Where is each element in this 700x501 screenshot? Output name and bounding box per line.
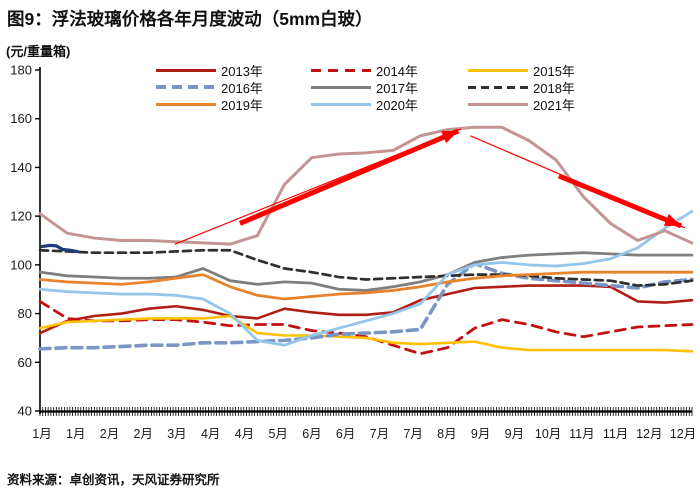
legend-item-2015年: 2015年 (468, 62, 575, 79)
up-arrow (238, 128, 460, 226)
legend-swatch-2018年 (468, 85, 528, 89)
legend-item-2013年: 2013年 (156, 62, 263, 79)
legend-swatch-2015年 (468, 68, 528, 72)
x-tick-label: 4月 (201, 427, 220, 441)
price-line-chart: 40 60 80 100 120 140 160 180 1月 1月 2月 2月 3月 4月 4月 5月 6月 6… (10, 63, 696, 442)
x-tick-label: 4月 (235, 427, 254, 441)
y-axis-unit-label: (元/重量箱) (6, 44, 71, 59)
legend-label-2016年: 2016年 (221, 80, 263, 96)
series-line-2019年 (38, 270, 694, 301)
series-line-2018年 (38, 248, 694, 287)
legend-label-2021年: 2021年 (533, 97, 575, 113)
x-tick-label: 7月 (370, 427, 389, 441)
series-line-2013年 (38, 284, 694, 335)
y-tick-label: 60 (18, 355, 32, 370)
legend-item-2021年: 2021年 (468, 96, 575, 113)
source-note: 资料来源：卓创资讯，天风证券研究所 (7, 473, 220, 487)
x-tick-label: 5月 (268, 427, 287, 441)
legend-swatch-2021年 (468, 102, 528, 106)
legend-swatch-2017年 (311, 85, 371, 89)
down-arrow (557, 173, 683, 229)
x-tick-label: 2月 (133, 427, 152, 441)
y-tick-label: 100 (10, 257, 32, 272)
legend-label-2015年: 2015年 (533, 63, 575, 79)
legend-label-2017年: 2017年 (376, 80, 418, 96)
legend-item-2014年: 2014年 (311, 62, 418, 79)
legend-label-2020年: 2020年 (376, 97, 418, 113)
legend-item-2020年: 2020年 (311, 96, 418, 113)
series-line-2015年 (38, 314, 694, 353)
legend-item-2017年: 2017年 (311, 79, 418, 96)
chart-area: 40 60 80 100 120 140 160 180 1月 1月 2月 2月 3月 4月 4月 5月 6月 6… (0, 60, 700, 455)
series-line-2021年 (38, 125, 694, 246)
legend-swatch-2014年 (311, 68, 371, 72)
y-tick-label: 120 (10, 209, 32, 224)
x-tick-label: 8月 (437, 427, 456, 441)
x-tick-label: 12月 (670, 427, 696, 441)
series-line-2016年 (38, 261, 694, 351)
x-tick-label: 9月 (471, 427, 490, 441)
x-tick-label: 1月 (32, 427, 51, 441)
legend-label-2018年: 2018年 (533, 80, 575, 96)
y-tick-label: 160 (10, 111, 32, 126)
up-arrow-head (441, 130, 459, 144)
x-tick-label: 6月 (302, 427, 321, 441)
y-tick-label: 180 (10, 63, 32, 78)
legend-item-2019年: 2019年 (156, 96, 263, 113)
x-tick-label: 11月 (569, 427, 594, 441)
series-line-2020年 (38, 209, 694, 347)
legend-item-2018年: 2018年 (468, 79, 575, 96)
legend-swatch-2019年 (156, 102, 216, 106)
x-tick-label: 9月 (505, 427, 524, 441)
y-tick-label: 40 (18, 404, 32, 419)
legend-swatch-2016年 (156, 85, 216, 89)
x-tick-label: 7月 (403, 427, 422, 441)
x-tick-label: 3月 (167, 427, 186, 441)
y-tick-label: 140 (10, 160, 32, 175)
x-tick-label: 12月 (636, 427, 662, 441)
x-tick-label: 10月 (535, 427, 561, 441)
chart-legend: 2013年 2014年 2015年 2016年 2017年 2018年 2019年 2020年… (0, 62, 700, 114)
figure-title: 图9：浮法玻璃价格各年月度波动（5mm白玻） (7, 9, 373, 29)
x-tick-label: 2月 (100, 427, 119, 441)
y-tick-label: 80 (18, 306, 32, 321)
partial-series-line (40, 243, 80, 254)
legend-label-2013年: 2013年 (221, 63, 263, 79)
down-arrow-head (663, 213, 682, 226)
series-line-2017年 (38, 251, 694, 292)
legend-item-2016年: 2016年 (156, 79, 263, 96)
legend-label-2019年: 2019年 (221, 97, 263, 113)
legend-swatch-2020年 (311, 102, 371, 106)
x-tick-label: 11月 (603, 427, 628, 441)
x-tick-label: 6月 (336, 427, 355, 441)
legend-swatch-2013年 (156, 68, 216, 72)
x-tick-label: 1月 (66, 427, 85, 441)
legend-label-2014年: 2014年 (376, 63, 418, 79)
